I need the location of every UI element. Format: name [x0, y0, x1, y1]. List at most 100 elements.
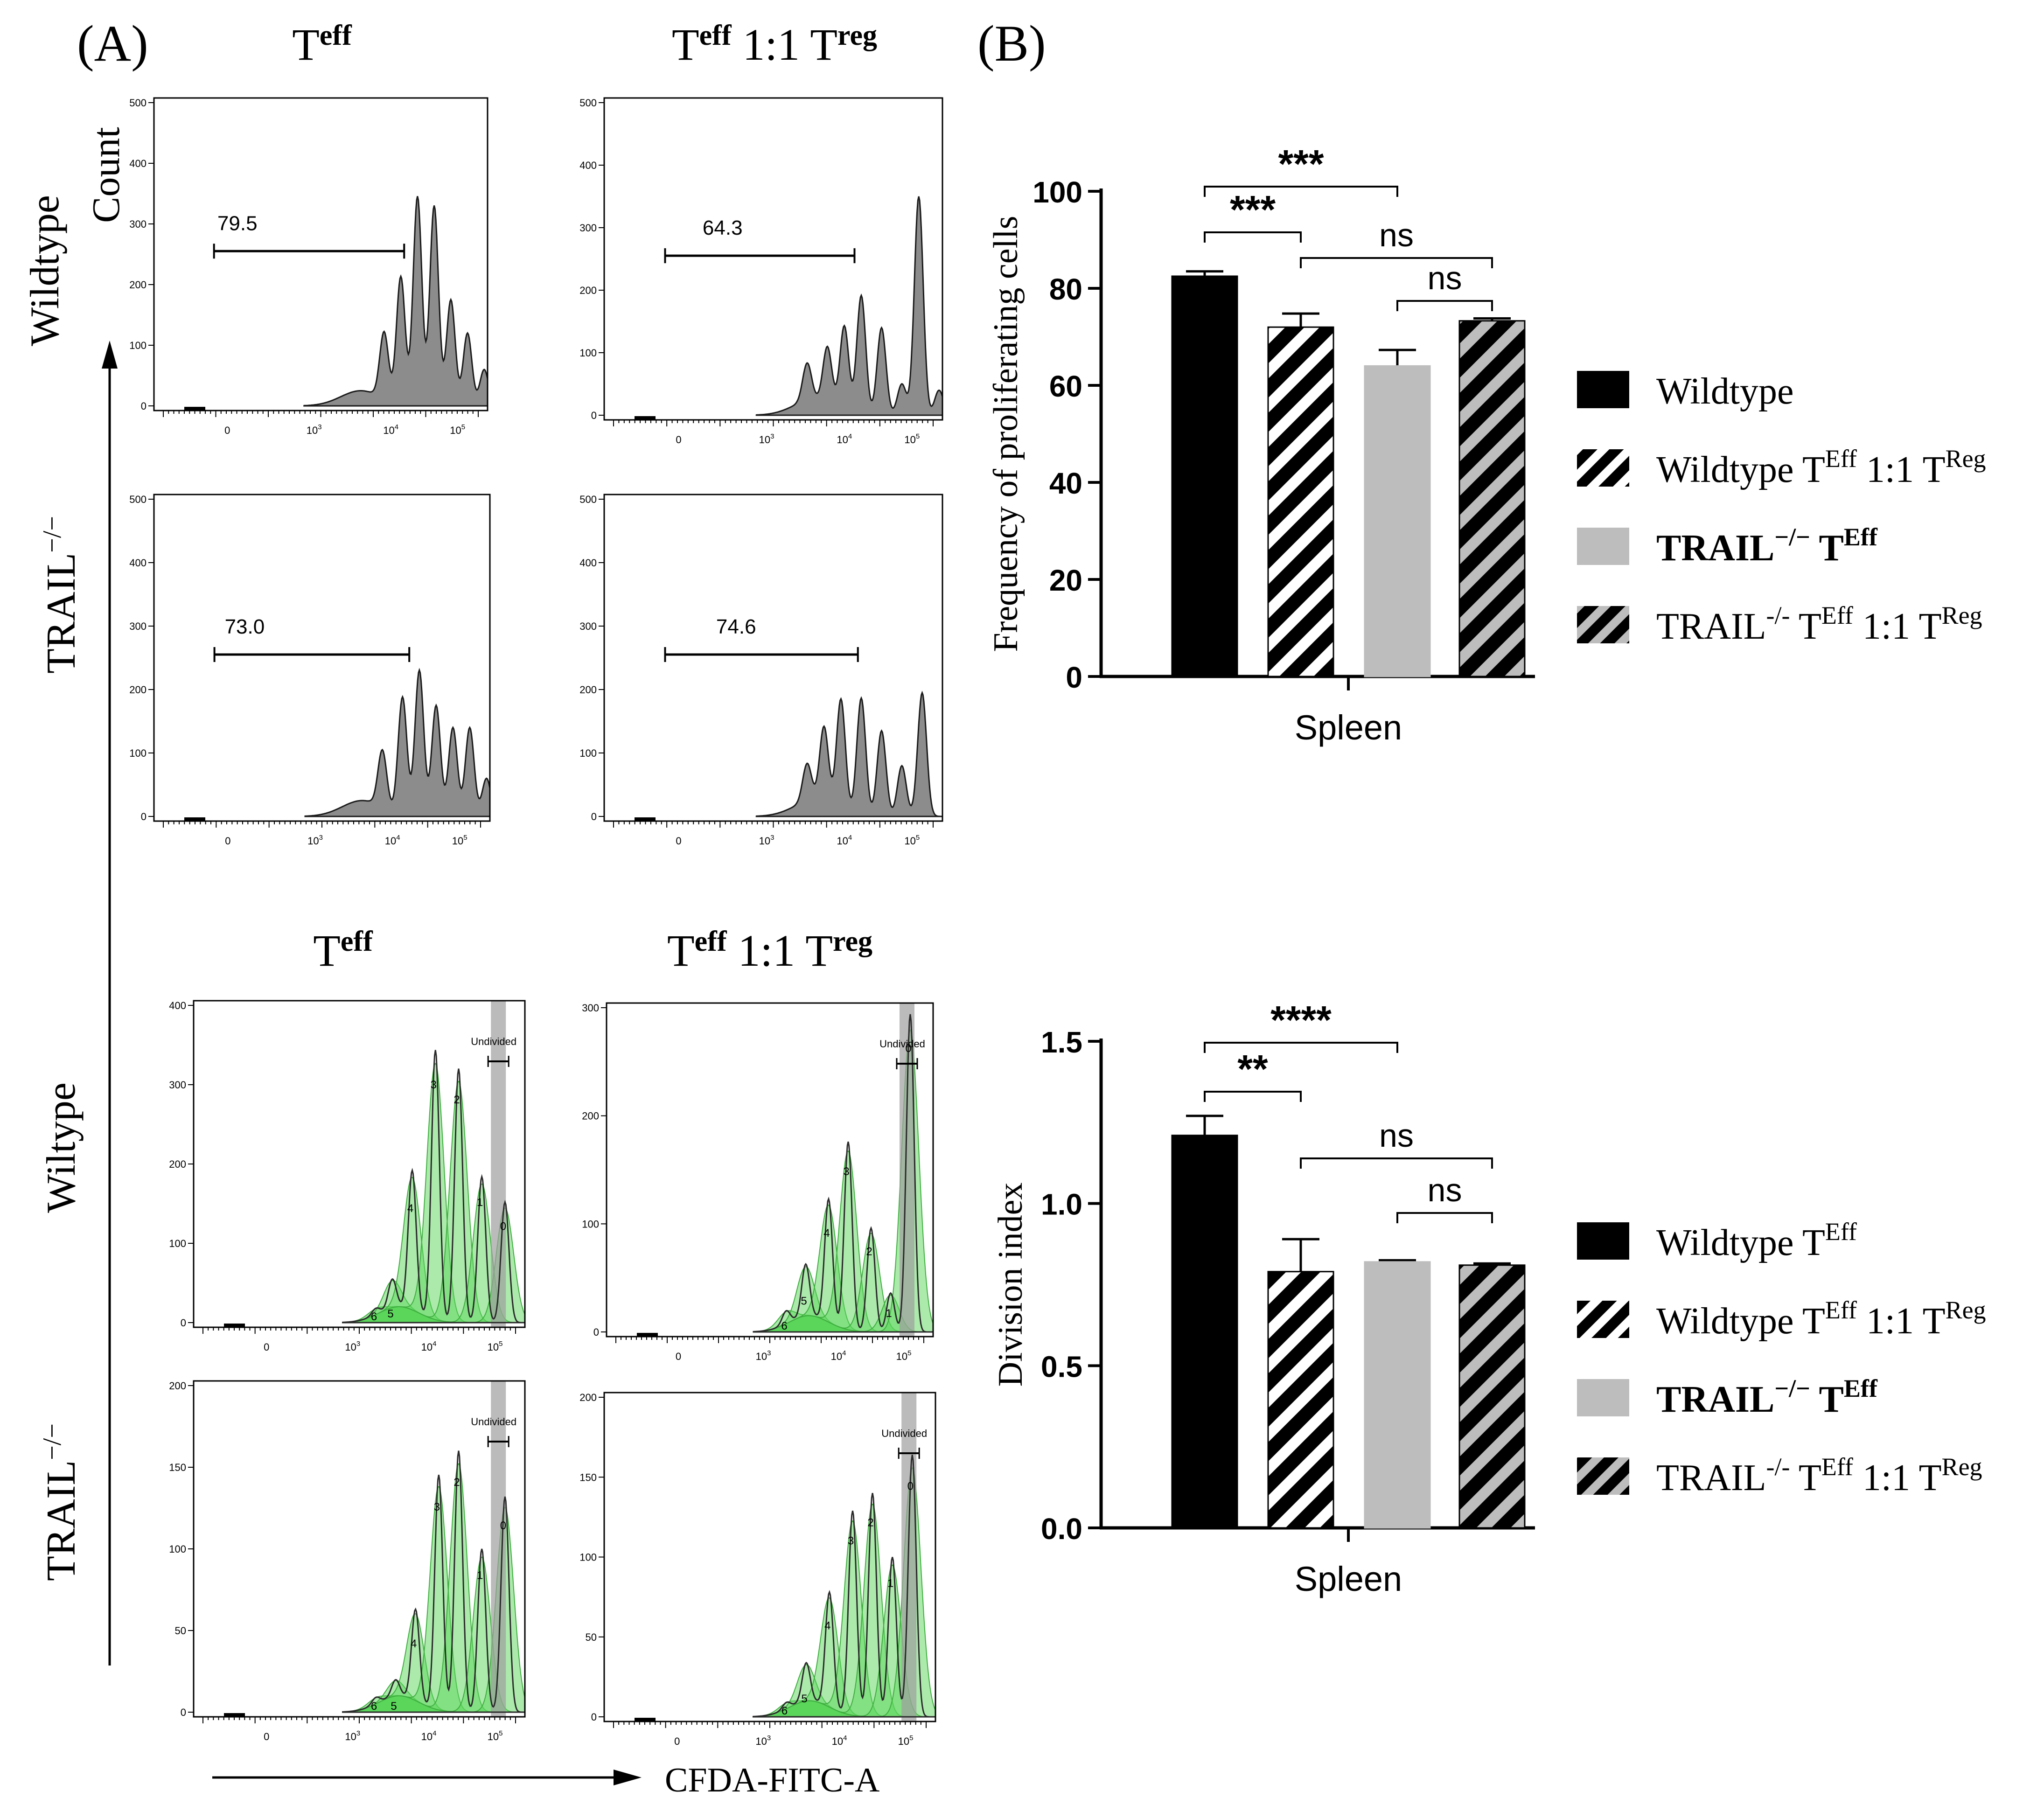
peak-label: 1 [886, 1307, 892, 1320]
legend-sup: Eff [1844, 1374, 1878, 1402]
bottom-hist-2-y-tick-label: 300 [582, 1002, 599, 1014]
y-tick-label: 20 [1049, 564, 1082, 597]
peak-label: 3 [431, 1079, 437, 1091]
top-col-title-teff-treg: Teff 1:1 Treg [672, 20, 877, 70]
top-hist-4-x-tick-label: 0 [676, 835, 681, 847]
y-axis-arrow-head [102, 341, 118, 369]
peak-label: 3 [848, 1535, 854, 1547]
top-hist-3-y-tick-label: 400 [129, 557, 146, 569]
peak-label: 6 [371, 1310, 377, 1323]
y-tick-label: 100 [1032, 175, 1082, 209]
gate-percentage: 73.0 [225, 615, 265, 638]
peak-label: 5 [801, 1295, 807, 1307]
peak-label: 5 [391, 1700, 397, 1713]
top-hist-2-y-tick-label: 100 [579, 347, 597, 359]
top-histogram-4: 0 100 200 300 400 500 0 103 104 105 74.6 [579, 494, 943, 847]
peak-label: 5 [387, 1308, 393, 1320]
top-hist-2-x-tick-exp: 3 [770, 432, 774, 440]
peak-label: 0 [905, 1042, 911, 1055]
bottom-hist-2-x-tick-label: 104 [831, 1349, 846, 1362]
legend-sup: Eff [1825, 445, 1857, 473]
legend-sup: Reg [1942, 1453, 1982, 1481]
histogram-outline [753, 1014, 933, 1333]
peak-label: 1 [477, 1196, 483, 1209]
bar-1 [1171, 1135, 1238, 1529]
peak-label: 6 [781, 1320, 787, 1332]
top-hist-2-x-tick-label: 0 [676, 434, 681, 446]
top-hist-3-y-tick-label: 500 [129, 494, 146, 505]
legend-swatch-3 [1577, 1379, 1629, 1416]
legend-text: Wildtype [1656, 371, 1794, 412]
legend-label-4: TRAIL-/- TEff 1:1 TReg [1656, 601, 1982, 647]
bottom-hist-2-x-tick-label: 0 [676, 1351, 681, 1362]
top-hist-4-y-tick-label: 200 [579, 684, 597, 696]
histogram-area [303, 196, 488, 407]
significance-label-2: *** [1278, 142, 1324, 186]
legend-text: Wildtype T [1656, 1222, 1825, 1263]
top-hist-4-y-tick-label: 500 [579, 494, 597, 505]
bottom-hist-1-x-tick-label: 104 [421, 1340, 437, 1353]
gate-percentage: 74.6 [716, 615, 756, 638]
top-hist-4-frame [603, 494, 943, 822]
top-hist-2-y-tick-label: 500 [579, 97, 597, 109]
x-axis-arrow-head [614, 1770, 642, 1785]
legend-label-3: TRAIL−/− TEff [1656, 1374, 1878, 1420]
peak-label: 3 [843, 1165, 849, 1178]
bottom-hist-1-x-tick-label: 105 [488, 1340, 503, 1353]
bottom-col-title-teff: Teff [313, 926, 373, 976]
top-hist-1-y-tick-label: 400 [129, 158, 146, 169]
legend-text: T [1810, 1379, 1844, 1420]
histogram-outline [342, 1450, 525, 1713]
top-hist-1-y-tick-label: 200 [129, 279, 146, 291]
top-hist-3-y-tick-label: 100 [129, 747, 146, 759]
top-hist-2-frame [603, 97, 943, 421]
legend-text: T [1790, 606, 1821, 647]
top-hist-1-y-tick-label: 300 [129, 218, 146, 230]
bottom-hist-2-x-tick-exp: 3 [767, 1349, 771, 1357]
top-row-label-wildtype: Wildtype [22, 195, 68, 346]
bottom-hist-3-x-tick-label: 104 [421, 1729, 437, 1742]
peak-label: 4 [823, 1227, 830, 1240]
top-histogram-1: 0 100 200 300 400 500 0 103 104 105 79.5 [129, 97, 488, 436]
legend-sup: Eff [1825, 1296, 1857, 1324]
bottom-hist-2-zero-marker [637, 1333, 658, 1337]
significance-label-3: ns [1379, 217, 1414, 253]
y-axis-label: Frequency of proliferating cells [987, 216, 1025, 652]
x-axis-label-cfda: CFDA-FITC-A [665, 1761, 879, 1799]
bottom-hist-2-y-tick-label: 200 [582, 1110, 599, 1122]
legend-text: T [1790, 1457, 1821, 1498]
bottom-hist-4-x-tick-exp: 5 [909, 1734, 913, 1742]
legend-sup: Reg [1942, 601, 1982, 629]
top-hist-4-x-tick-label: 103 [759, 834, 774, 847]
bottom-hist-3-x-tick-label: 105 [488, 1729, 503, 1742]
top-hist-1-y-tick-label: 500 [129, 97, 146, 109]
legend-label-3: TRAIL−/− TEff [1656, 523, 1878, 569]
y-tick-label: 0 [1066, 661, 1082, 694]
bottom-hist-4-x-tick-exp: 4 [843, 1734, 847, 1742]
bottom-hist-4-zero-marker [635, 1718, 656, 1721]
bottom-col-title-teff-treg: Teff 1:1 Treg [667, 926, 872, 976]
top-hist-3-x-tick-exp: 4 [396, 834, 400, 842]
peak-label: 6 [781, 1705, 788, 1717]
top-hist-3-y-tick-label: 0 [141, 811, 146, 822]
significance-label-4: ns [1428, 1172, 1462, 1208]
bottom-row-label-wiltype: Wiltype [39, 1082, 84, 1213]
legend-sup: −/− [1774, 1374, 1810, 1402]
bottom-hist-3-zero-marker [224, 1713, 245, 1717]
bottom-hist-3-y-tick-label: 50 [175, 1625, 186, 1637]
bottom-hist-3-x-tick-exp: 3 [356, 1729, 360, 1737]
legend-swatch-4 [1577, 1457, 1629, 1495]
top-hist-1-x-tick-label: 103 [307, 423, 322, 436]
bottom-hist-4-y-tick-label: 50 [586, 1631, 597, 1643]
significance-bracket-1 [1204, 1091, 1302, 1102]
peak-label: 1 [887, 1577, 893, 1590]
top-hist-1-x-tick-label: 105 [450, 423, 465, 436]
bottom-hist-4-x-tick-label: 0 [674, 1735, 680, 1747]
top-hist-2-x-tick-exp: 4 [848, 432, 852, 440]
legend-text: Wildtype T [1656, 1301, 1825, 1342]
legend-sup: −/− [1774, 523, 1810, 551]
